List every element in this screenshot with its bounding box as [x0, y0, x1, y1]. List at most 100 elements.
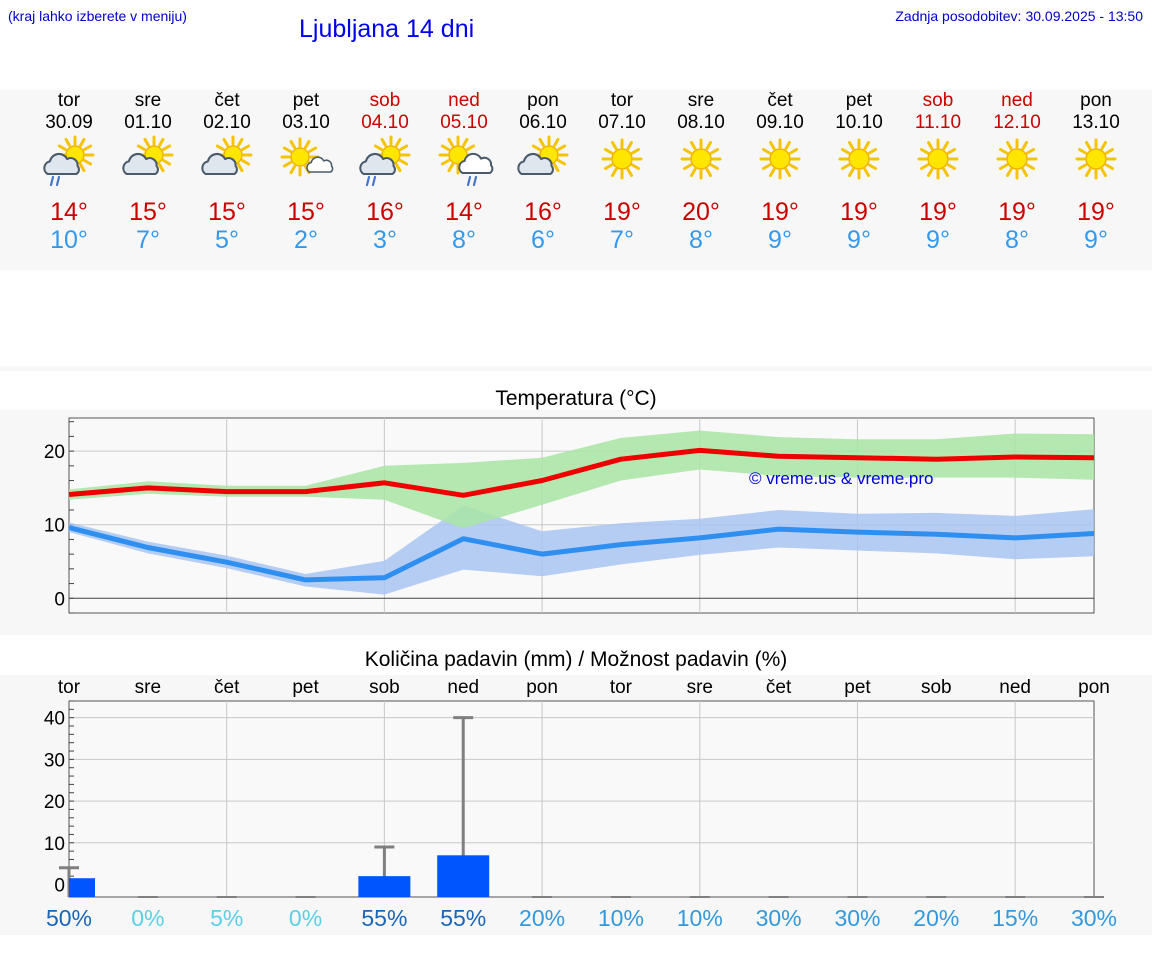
- sun-small-cloud-icon: [278, 135, 334, 195]
- temp-max: 19°: [840, 198, 878, 226]
- day-name: pet: [292, 90, 320, 111]
- temp-max: 15°: [208, 198, 246, 226]
- day-column: tor 07.10 19° 7°: [582, 90, 662, 270]
- plot-area: [68, 700, 1095, 898]
- day-label: pon: [526, 677, 558, 698]
- y-tick-label: 0: [54, 589, 65, 610]
- day-date: 30.09: [45, 112, 93, 133]
- temp-min: 10°: [50, 226, 88, 254]
- max-temp-line: [68, 447, 1095, 498]
- temp-min: 8°: [452, 226, 476, 254]
- day-name: ned: [1001, 90, 1033, 111]
- sun-icon: [1068, 135, 1124, 195]
- day-date: 12.10: [993, 112, 1041, 133]
- sun-icon: [752, 135, 808, 195]
- temp-max: 14°: [50, 198, 88, 226]
- temp-max: 19°: [1077, 198, 1115, 226]
- y-tick-label: 20: [44, 442, 65, 463]
- day-date: 06.10: [519, 112, 567, 133]
- day-label: čet: [214, 677, 240, 698]
- temp-max: 14°: [445, 198, 483, 226]
- precip-chance: 15%: [992, 905, 1038, 931]
- day-name: čet: [214, 90, 240, 111]
- day-column: ned 05.10 14° 8°: [424, 90, 504, 270]
- temp-min: 3°: [373, 226, 397, 254]
- temperature-chart: 0 10 20 © vreme.us & vreme.pro: [44, 417, 1095, 614]
- day-column: sob 11.10 19° 9°: [898, 90, 978, 270]
- location-hint[interactable]: (kraj lahko izberete v meniju): [8, 8, 187, 24]
- temp-min: 8°: [1005, 226, 1029, 254]
- precipitation-chart-title: Količina padavin (mm) / Možnost padavin …: [364, 648, 788, 671]
- day-date: 07.10: [598, 112, 646, 133]
- day-name: tor: [610, 90, 634, 111]
- day-column: pon 06.10 16° 6°: [503, 90, 583, 270]
- precip-chance: 55%: [440, 905, 486, 931]
- day-name: pon: [1080, 90, 1112, 111]
- sun-rain-cloud-icon: [436, 135, 494, 195]
- day-column: sre 01.10 15° 7°: [108, 90, 188, 270]
- temperature-chart-title: Temperatura (°C): [495, 387, 657, 410]
- precip-bar: [358, 876, 411, 897]
- day-column: pet 03.10 15° 2°: [266, 90, 346, 270]
- day-name: tor: [57, 90, 81, 111]
- sun-cloud-icon: [199, 135, 255, 195]
- day-label: tor: [610, 677, 633, 698]
- day-date: 01.10: [124, 112, 172, 133]
- temp-min: 7°: [610, 226, 634, 254]
- day-name: čet: [767, 90, 793, 111]
- day-label: ned: [999, 677, 1031, 698]
- temp-min: 9°: [1084, 226, 1108, 254]
- temp-max: 15°: [129, 198, 167, 226]
- day-name: ned: [448, 90, 480, 111]
- y-tick-label: 10: [44, 834, 65, 855]
- day-name: pet: [845, 90, 873, 111]
- sun-cloud-icon: [120, 135, 176, 195]
- day-name: sre: [687, 90, 715, 111]
- separator: [0, 366, 1152, 371]
- day-label: sob: [369, 677, 400, 698]
- last-update-label: Zadnja posodobitev:: [895, 8, 1022, 24]
- day-column: sre 08.10 20° 8°: [661, 90, 741, 270]
- y-tick-label: 20: [44, 792, 65, 813]
- day-label: tor: [58, 677, 81, 698]
- temp-min: 7°: [136, 226, 160, 254]
- day-date: 05.10: [440, 112, 488, 133]
- precip-bar: [69, 878, 95, 897]
- sun-cloud-icon: [515, 135, 571, 195]
- copyright-annotation: © vreme.us & vreme.pro: [749, 469, 933, 488]
- last-update: Zadnja posodobitev: 30.09.2025 - 13:50: [895, 8, 1143, 24]
- temp-max: 19°: [998, 198, 1036, 226]
- temp-min: 5°: [215, 226, 239, 254]
- day-label: pon: [1078, 677, 1110, 698]
- day-date: 02.10: [203, 112, 251, 133]
- precip-chance: 10%: [677, 905, 723, 931]
- day-label: čet: [766, 677, 792, 698]
- day-column: pon 13.10 19° 9°: [1056, 90, 1136, 270]
- day-label: pet: [292, 677, 319, 698]
- forecast-strip: [0, 90, 1152, 270]
- temp-min: 6°: [531, 226, 555, 254]
- day-date: 09.10: [756, 112, 804, 133]
- day-column: ned 12.10 19° 8°: [977, 90, 1057, 270]
- day-name: sre: [134, 90, 162, 111]
- temp-max: 19°: [603, 198, 641, 226]
- temp-max: 20°: [682, 198, 720, 226]
- temp-min: 9°: [768, 226, 792, 254]
- y-tick-label: 40: [44, 709, 65, 730]
- temp-max: 19°: [761, 198, 799, 226]
- day-column: tor 30.09 14° 10°: [29, 90, 109, 270]
- y-tick-label: 30: [44, 750, 65, 771]
- y-tick-label: 0: [54, 875, 65, 896]
- day-column: sob 04.10 16° 3°: [345, 90, 425, 270]
- precip-chance: 30%: [1071, 905, 1117, 931]
- temp-min: 8°: [689, 226, 713, 254]
- sun-cloud-rain-icon: [41, 135, 97, 195]
- temp-min: 9°: [847, 226, 871, 254]
- precip-chance: 20%: [913, 905, 959, 931]
- last-update-value: 30.09.2025 - 13:50: [1025, 8, 1143, 24]
- page-title: Ljubljana 14 dni: [299, 15, 475, 43]
- day-label: sob: [921, 677, 952, 698]
- temp-min: 2°: [294, 226, 318, 254]
- precip-chance: 50%: [46, 905, 92, 931]
